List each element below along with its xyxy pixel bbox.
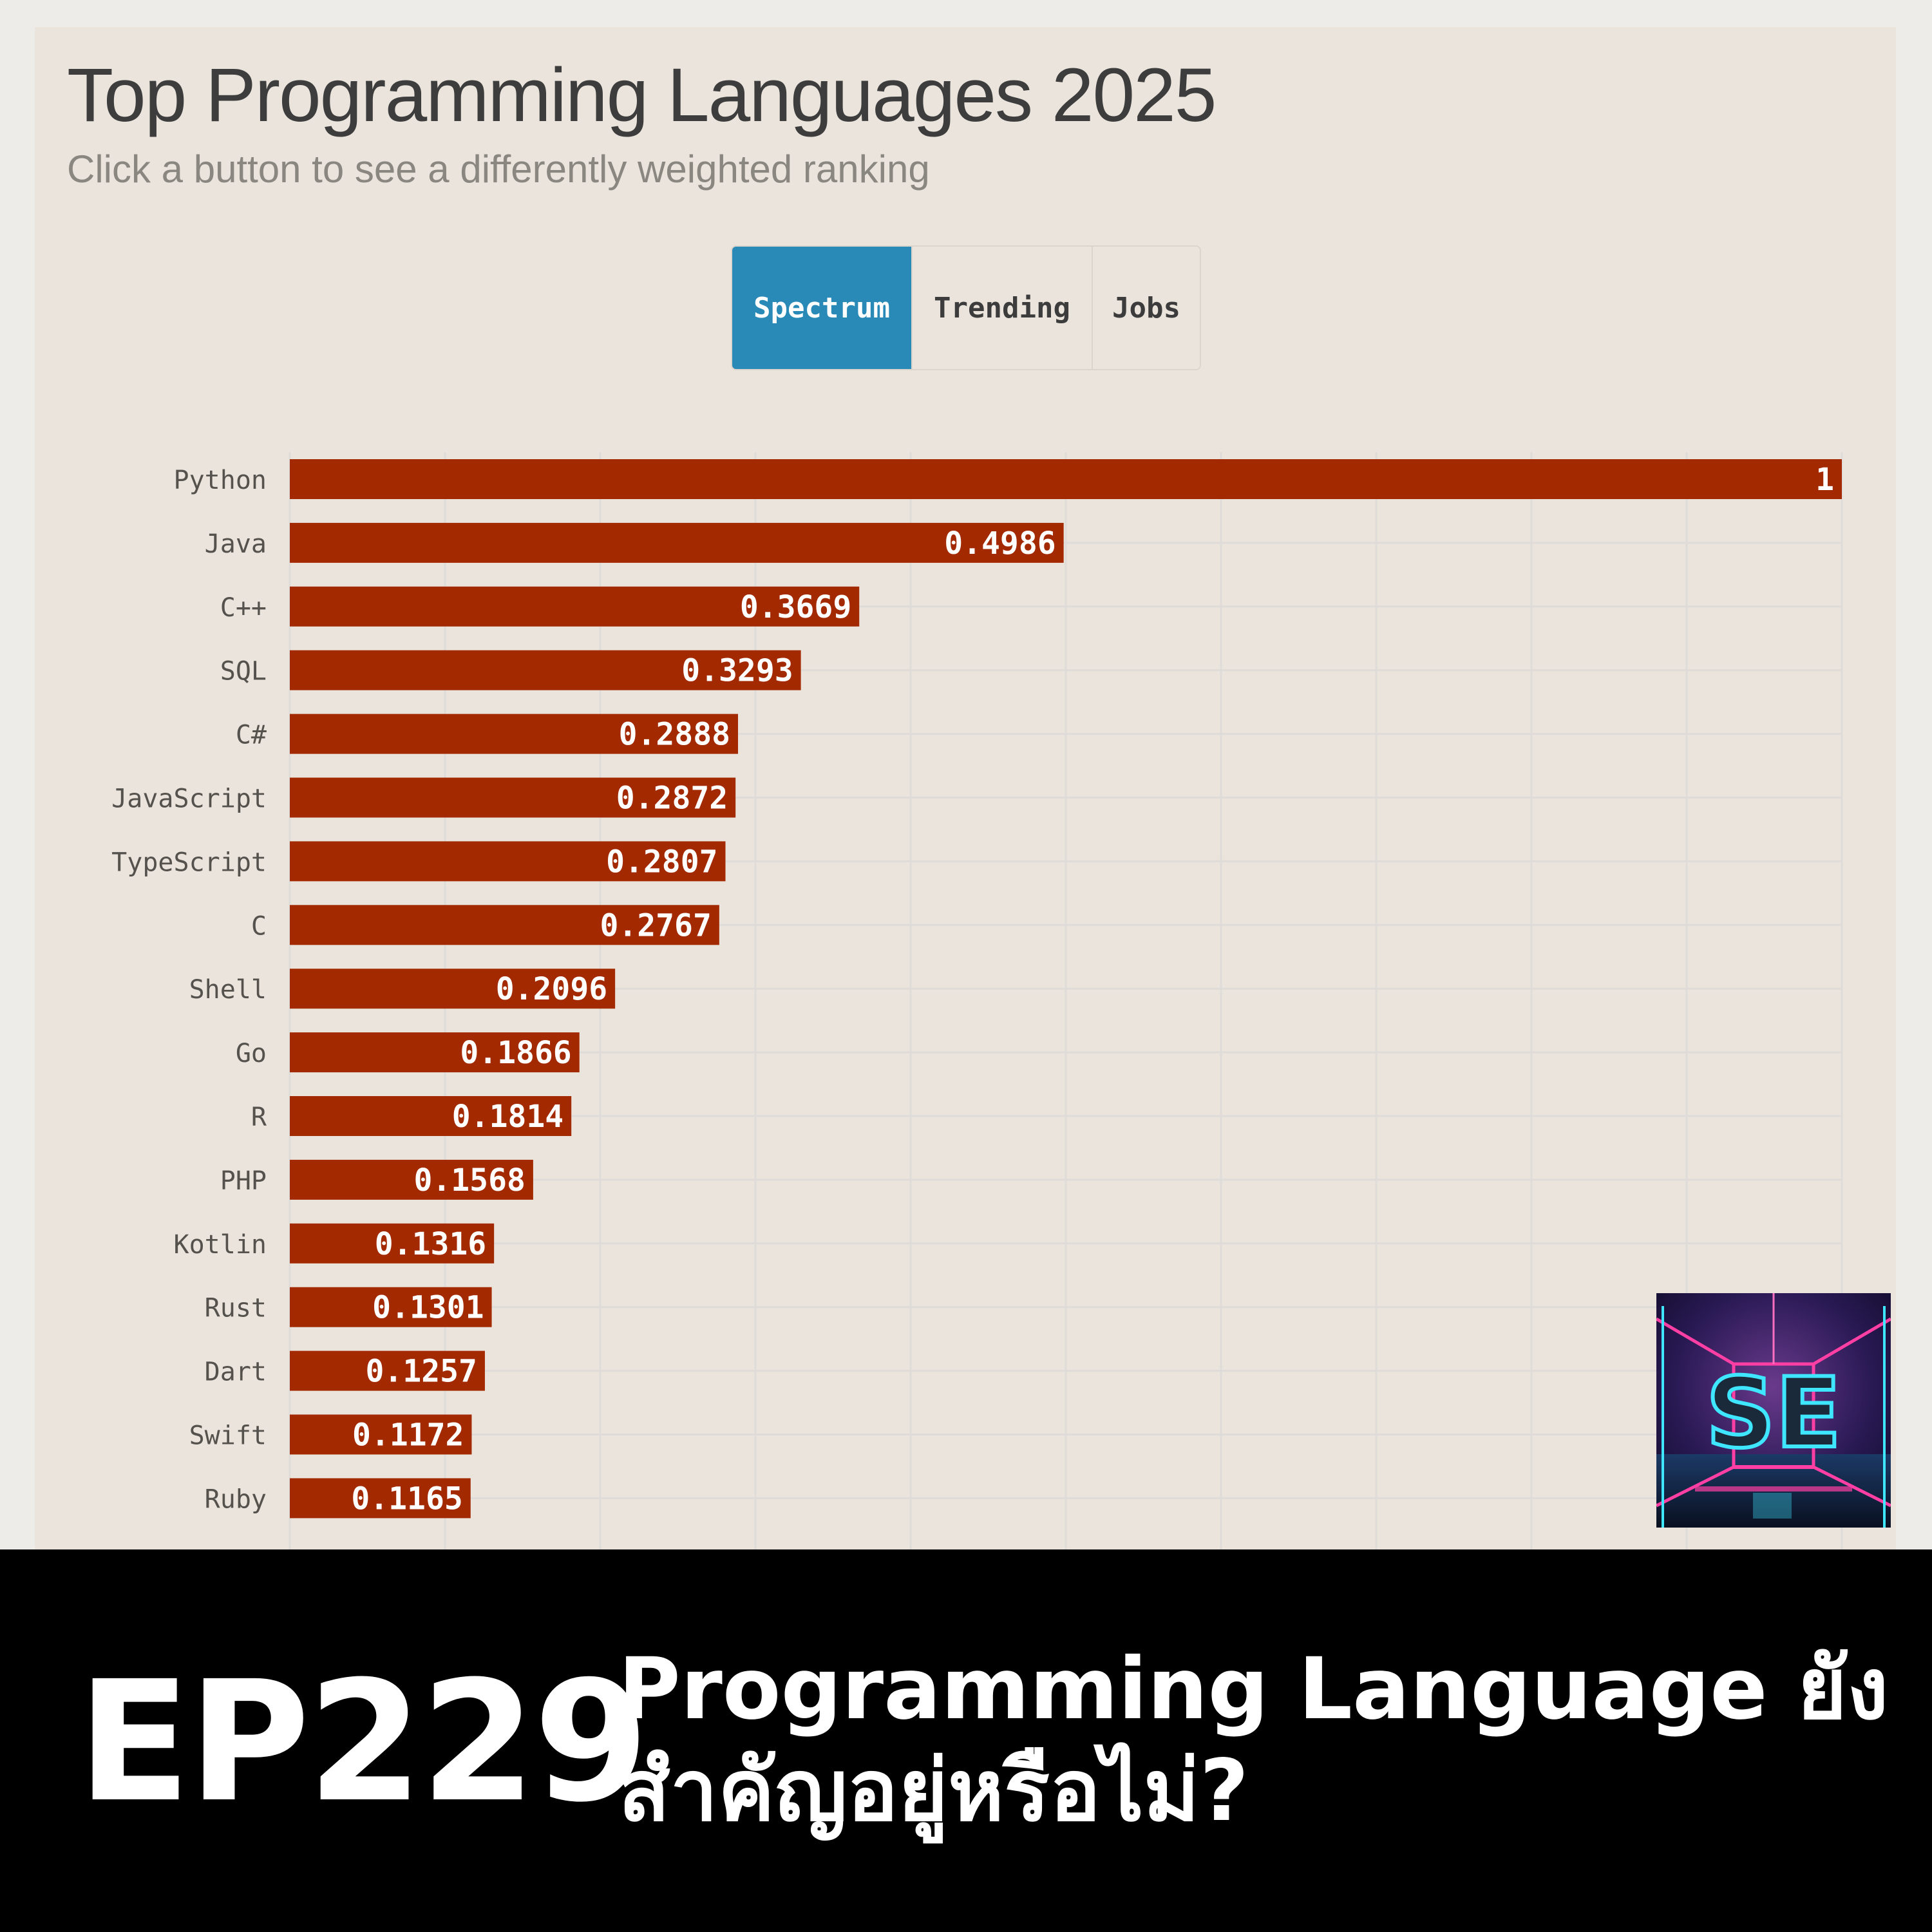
data-label: 0.2096 bbox=[496, 971, 607, 1007]
bar bbox=[290, 905, 719, 945]
bar bbox=[290, 1478, 471, 1519]
data-label: 0.1165 bbox=[351, 1481, 462, 1517]
y-tick-label: C bbox=[251, 911, 267, 941]
jobs-button[interactable]: Jobs bbox=[1093, 247, 1200, 369]
y-tick-label: Java bbox=[205, 529, 267, 559]
bar bbox=[290, 459, 1842, 499]
ranking-toggle-group: Spectrum Trending Jobs bbox=[731, 245, 1201, 370]
bar bbox=[290, 1159, 533, 1200]
bar bbox=[290, 969, 616, 1009]
data-label: 0.1814 bbox=[452, 1099, 564, 1135]
bar bbox=[290, 1414, 472, 1455]
bar bbox=[290, 841, 726, 882]
bar-chart: Python 1 Java 0.4986 C++ 0.3669 SQL 0.3293 C# 0.2… bbox=[111, 452, 1843, 1553]
data-label: 0.1568 bbox=[413, 1162, 525, 1198]
data-label: 0.4986 bbox=[944, 526, 1056, 562]
chart-subtitle: Click a button to see a differently weig… bbox=[67, 147, 930, 191]
bar bbox=[290, 650, 801, 690]
data-label: 0.2807 bbox=[606, 844, 717, 880]
data-label: 0.2888 bbox=[619, 717, 730, 753]
episode-title-line-2: สำคัญอยู่หรือไม่? bbox=[618, 1741, 1249, 1841]
data-label: 0.1866 bbox=[460, 1035, 571, 1071]
data-label: 0.1257 bbox=[366, 1354, 477, 1390]
spectrum-button[interactable]: Spectrum bbox=[732, 247, 913, 369]
y-tick-label: Dart bbox=[205, 1358, 267, 1387]
bar bbox=[290, 1096, 572, 1136]
data-label: 0.3669 bbox=[740, 589, 851, 625]
svg-text:SE: SE bbox=[1706, 1358, 1842, 1470]
bar bbox=[290, 586, 860, 627]
data-label: 1 bbox=[1815, 462, 1834, 498]
y-tick-label: Shell bbox=[189, 975, 267, 1005]
data-label: 0.3293 bbox=[681, 653, 793, 689]
bar bbox=[290, 714, 739, 754]
y-tick-label: SQL bbox=[220, 657, 267, 687]
y-tick-label: TypeScript bbox=[111, 848, 267, 877]
episode-banner: EP229 Programming Language ยัง สำคัญอยู่… bbox=[0, 1549, 1932, 1932]
bar bbox=[290, 777, 736, 818]
data-label: 0.1316 bbox=[375, 1226, 486, 1262]
chart-title: Top Programming Languages 2025 bbox=[67, 53, 1217, 138]
bar bbox=[290, 1287, 492, 1327]
data-label: 0.1301 bbox=[372, 1290, 484, 1326]
chart-panel: Top Programming Languages 2025 Click a b… bbox=[35, 27, 1896, 1553]
episode-title: Programming Language ยัง สำคัญอยู่หรือไม… bbox=[618, 1638, 1888, 1842]
bar bbox=[290, 1350, 485, 1391]
bar bbox=[290, 522, 1064, 563]
y-tick-label: Kotlin bbox=[174, 1230, 267, 1260]
data-label: 0.2767 bbox=[600, 907, 711, 943]
episode-title-line-1: Programming Language ยัง bbox=[618, 1640, 1889, 1739]
y-tick-label: C# bbox=[236, 721, 267, 750]
episode-number: EP229 bbox=[77, 1645, 649, 1839]
y-tick-label: PHP bbox=[220, 1166, 267, 1196]
y-tick-label: JavaScript bbox=[111, 784, 267, 814]
y-tick-label: Ruby bbox=[205, 1484, 267, 1514]
y-tick-label: Rust bbox=[205, 1294, 267, 1323]
data-label: 0.1172 bbox=[352, 1417, 464, 1454]
y-tick-label: R bbox=[251, 1103, 267, 1132]
y-tick-label: Swift bbox=[189, 1421, 267, 1451]
neon-se-logo-icon: SE bbox=[1656, 1293, 1891, 1528]
data-label: 0.2872 bbox=[616, 781, 728, 817]
bar bbox=[290, 1032, 580, 1073]
y-tick-label: C++ bbox=[220, 593, 267, 623]
trending-button[interactable]: Trending bbox=[913, 247, 1093, 369]
bar bbox=[290, 1223, 495, 1264]
y-tick-label: Python bbox=[174, 466, 267, 495]
y-tick-label: Go bbox=[236, 1039, 267, 1068]
